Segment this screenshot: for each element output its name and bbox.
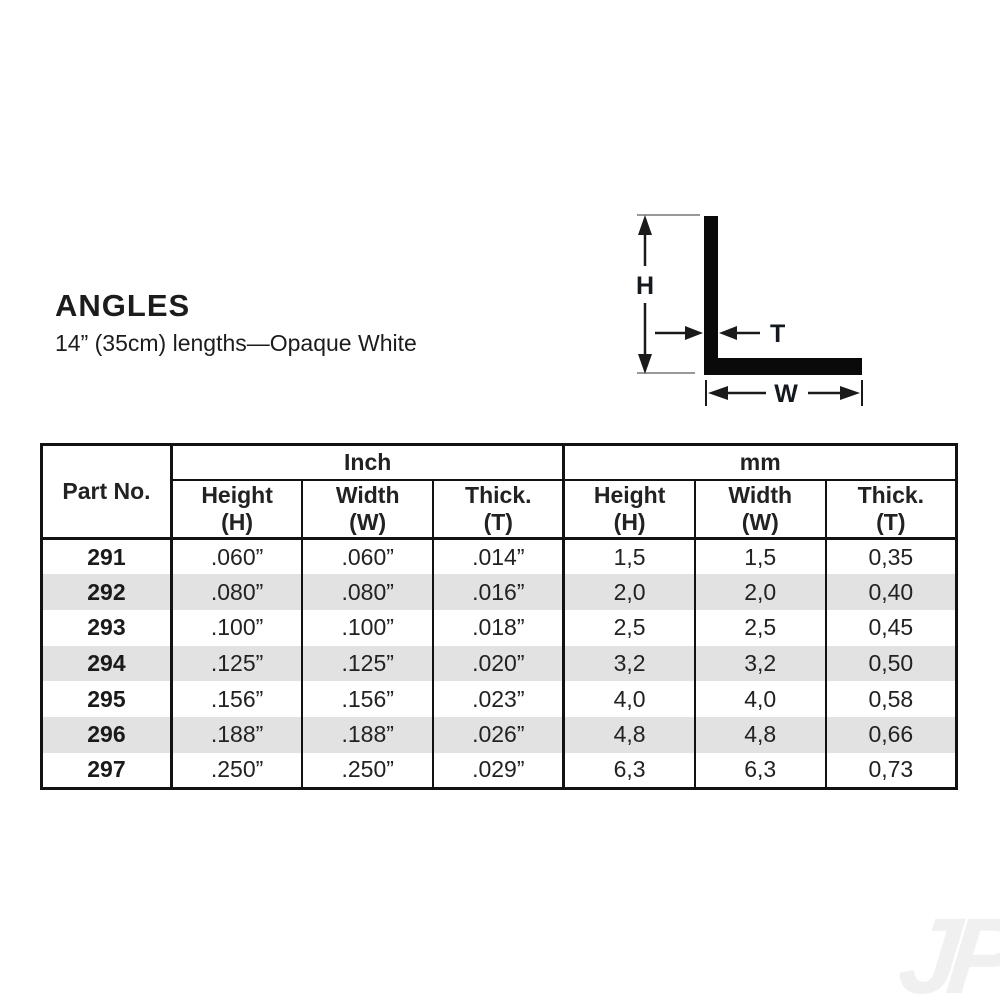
- part-no-cell: 294: [87, 649, 126, 676]
- t-arrow-left-head: [685, 326, 703, 340]
- table-row: 295 .156” .156” .023” 4,0 4,0 0,58: [42, 681, 957, 717]
- mm-width-cell: 4,0: [693, 681, 826, 717]
- col-label: Thick.: [857, 482, 925, 509]
- t-arrow-right-head: [719, 326, 737, 340]
- mm-height-cell: 4,8: [562, 716, 695, 753]
- table-row: 291 .060” .060” .014” 1,5 1,5 0,35: [42, 538, 957, 575]
- page-title: ANGLES: [55, 288, 191, 323]
- mm-height-cell: 1,5: [562, 538, 695, 575]
- inch-width-cell: .156”: [301, 681, 434, 717]
- inch-thick-cell: .016”: [432, 574, 564, 610]
- inch-height-cell: .080”: [169, 574, 303, 610]
- h-dimension-label: H: [636, 272, 654, 300]
- col-symbol: (W): [349, 508, 387, 535]
- mm-height-header: Height (H): [562, 479, 695, 539]
- inch-height-cell: .250”: [169, 752, 303, 789]
- table-row: 297 .250” .250” .029” 6,3 6,3 0,73: [42, 752, 957, 789]
- part-no-cell: 297: [87, 756, 126, 783]
- angle-horizontal-leg: [704, 358, 862, 375]
- mm-height-cell: 6,3: [562, 752, 695, 789]
- mm-thick-cell: 0,73: [824, 752, 957, 789]
- col-label: Height: [593, 482, 666, 509]
- mm-width-cell: 3,2: [693, 645, 826, 682]
- angle-profile-diagram: H T W: [636, 214, 863, 408]
- t-dimension-label: T: [770, 320, 785, 348]
- inch-height-cell: .060”: [169, 538, 303, 575]
- inch-thick-cell: .026”: [432, 716, 564, 753]
- mm-thick-cell: 0,66: [824, 716, 957, 753]
- col-symbol: (T): [876, 508, 906, 535]
- inch-height-header: Height (H): [169, 479, 303, 539]
- inch-width-cell: .188”: [301, 716, 434, 753]
- col-label: Width: [335, 482, 400, 509]
- table-row: 293 .100” .100” .018” 2,5 2,5 0,45: [42, 609, 957, 646]
- table-row: 292 .080” .080” .016” 2,0 2,0 0,40: [41, 574, 957, 610]
- col-label: Thick.: [465, 482, 532, 509]
- inch-width-cell: .125”: [301, 645, 434, 682]
- title-block: ANGLES 14” (35cm) lengths—Opaque White: [55, 288, 417, 357]
- mm-height-cell: 2,0: [562, 574, 695, 610]
- table-row: 294 .125” .125” .020” 3,2 3,2 0,50: [41, 645, 957, 682]
- part-no-cell: 296: [87, 721, 126, 748]
- specification-table: Part No. Inch mm Height (H) Width (W) Th…: [40, 443, 958, 790]
- part-no-header: Part No.: [62, 478, 151, 504]
- inch-width-cell: .100”: [301, 609, 434, 646]
- part-no-cell: 293: [87, 614, 126, 641]
- part-no-cell: 292: [87, 578, 126, 605]
- inch-thick-cell: .029”: [432, 752, 564, 789]
- mm-thick-header: Thick. (T): [824, 479, 957, 539]
- mm-thick-cell: 0,35: [824, 538, 957, 575]
- mm-width-cell: 4,8: [693, 716, 826, 753]
- mm-thick-cell: 0,50: [824, 645, 957, 682]
- mm-width-cell: 6,3: [693, 752, 826, 789]
- table-row: 296 .188” .188” .026” 4,8 4,8 0,66: [41, 716, 957, 753]
- col-label: Height: [201, 482, 273, 509]
- mm-width-header: Width (W): [693, 479, 826, 539]
- mm-height-cell: 3,2: [562, 645, 695, 682]
- col-label: Width: [728, 482, 793, 509]
- inch-thick-cell: .014”: [432, 538, 564, 575]
- mm-thick-cell: 0,40: [824, 574, 957, 610]
- jp-logo-watermark: JP: [893, 895, 1000, 1000]
- inch-thick-cell: .018”: [432, 609, 564, 646]
- mm-width-cell: 1,5: [693, 538, 826, 575]
- mm-thick-cell: 0,45: [824, 609, 957, 646]
- angle-vertical-leg: [704, 216, 718, 375]
- mm-width-cell: 2,5: [693, 609, 826, 646]
- inch-height-cell: .125”: [169, 645, 303, 682]
- inch-height-cell: .100”: [169, 609, 303, 646]
- col-symbol: (H): [221, 508, 254, 535]
- inch-thick-cell: .020”: [432, 645, 564, 682]
- inch-width-header: Width (W): [301, 479, 434, 539]
- part-no-cell: 291: [87, 543, 126, 570]
- part-no-cell: 295: [87, 685, 126, 712]
- w-dimension-label: W: [774, 380, 798, 408]
- inch-height-cell: .188”: [169, 716, 303, 753]
- w-arrow-left-head: [708, 386, 728, 400]
- col-symbol: (H): [613, 508, 646, 535]
- w-arrow-right-head: [840, 386, 860, 400]
- h-arrow-down: [638, 354, 652, 374]
- inch-width-cell: .060”: [301, 538, 434, 575]
- mm-thick-cell: 0,58: [824, 681, 957, 717]
- inch-width-cell: .250”: [301, 752, 434, 789]
- mm-height-cell: 4,0: [562, 681, 695, 717]
- col-symbol: (W): [741, 508, 779, 535]
- h-arrow-up: [638, 215, 652, 235]
- mm-height-cell: 2,5: [562, 609, 695, 646]
- inch-thick-header: Thick. (T): [432, 479, 564, 539]
- page-subtitle: 14” (35cm) lengths—Opaque White: [55, 330, 417, 356]
- mm-section-header: mm: [562, 444, 957, 481]
- inch-width-cell: .080”: [301, 574, 434, 610]
- inch-height-cell: .156”: [169, 681, 303, 717]
- inch-section-header: Inch: [169, 444, 564, 481]
- col-symbol: (T): [483, 508, 513, 535]
- mm-width-cell: 2,0: [693, 574, 826, 610]
- inch-thick-cell: .023”: [432, 681, 564, 717]
